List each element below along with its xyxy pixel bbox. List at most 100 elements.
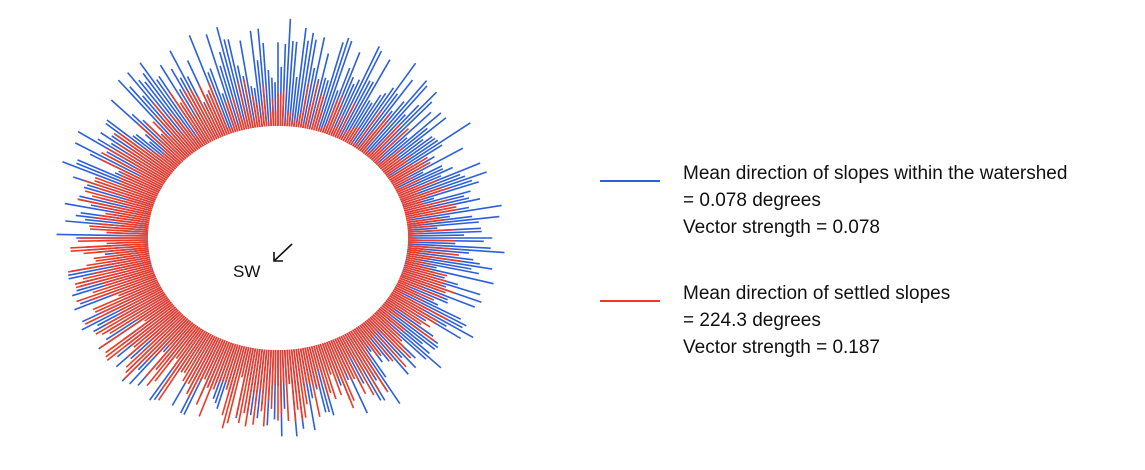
rose-spoke bbox=[196, 94, 220, 139]
rose-spoke bbox=[126, 152, 169, 180]
rose-spoke bbox=[405, 208, 458, 220]
rose-spoke bbox=[145, 122, 186, 161]
rose-spoke bbox=[394, 186, 400, 190]
rose-spoke bbox=[237, 82, 250, 130]
rose-spoke bbox=[284, 18, 292, 127]
rose-spoke bbox=[159, 140, 184, 163]
rose-spoke bbox=[135, 298, 170, 321]
rose-spoke bbox=[90, 275, 157, 301]
rose-spoke bbox=[338, 135, 342, 140]
rose-spoke bbox=[407, 243, 491, 249]
rose-spoke bbox=[206, 94, 226, 137]
rose-spoke bbox=[188, 337, 220, 398]
rose-spoke bbox=[237, 347, 254, 424]
rose-spoke bbox=[180, 97, 210, 144]
rose-spoke bbox=[369, 130, 398, 160]
rose-spoke bbox=[101, 151, 164, 187]
rose-spoke bbox=[366, 149, 373, 157]
rose-spoke bbox=[252, 348, 261, 394]
rose-spoke bbox=[187, 128, 203, 148]
rose-spoke bbox=[406, 217, 439, 224]
rose-spoke bbox=[246, 109, 252, 129]
rose-spoke bbox=[184, 334, 214, 385]
rose-spoke bbox=[93, 260, 151, 275]
rose-spoke bbox=[315, 111, 323, 132]
sw-arrow-head bbox=[273, 252, 283, 262]
rose-spoke bbox=[375, 310, 391, 325]
rose-spoke bbox=[404, 205, 434, 214]
rose-spoke bbox=[290, 122, 293, 127]
rose-spoke bbox=[95, 217, 150, 226]
rose-spoke bbox=[157, 330, 206, 401]
rose-spoke bbox=[401, 271, 444, 288]
rose-spoke bbox=[407, 247, 427, 251]
rose-spoke bbox=[342, 334, 365, 372]
rose-spoke bbox=[106, 147, 166, 183]
rose-spoke bbox=[403, 199, 447, 212]
rose-spoke bbox=[204, 103, 222, 138]
rose-spoke bbox=[109, 277, 157, 297]
rose-spoke bbox=[308, 53, 330, 130]
rose-spoke bbox=[125, 313, 184, 368]
rose-spoke bbox=[74, 264, 153, 285]
rose-spoke bbox=[144, 321, 194, 378]
rose-spoke bbox=[125, 198, 154, 208]
rose-spoke bbox=[271, 98, 275, 127]
rose-spoke bbox=[203, 339, 224, 380]
rose-spoke bbox=[405, 203, 454, 216]
rose-spoke bbox=[360, 121, 388, 153]
rose-spoke bbox=[332, 115, 344, 137]
rose-spoke bbox=[267, 349, 272, 401]
rose-spoke bbox=[118, 222, 149, 228]
rose-spoke bbox=[399, 275, 446, 294]
rose-spoke bbox=[230, 126, 235, 134]
rose-spoke bbox=[219, 65, 241, 132]
rose-spoke bbox=[181, 331, 208, 372]
rose-spoke bbox=[317, 344, 337, 400]
rose-spoke bbox=[407, 239, 455, 242]
rose-spoke bbox=[406, 218, 446, 226]
rose-spoke bbox=[152, 102, 196, 153]
rose-spoke bbox=[405, 206, 457, 218]
rose-spoke bbox=[237, 123, 241, 132]
rose-spoke bbox=[209, 68, 235, 134]
settled-slopes-series bbox=[68, 78, 463, 429]
rose-spoke bbox=[406, 254, 431, 261]
rose-spoke bbox=[395, 178, 421, 192]
rose-spoke bbox=[308, 346, 321, 387]
rose-spoke bbox=[239, 40, 257, 128]
rose-spoke bbox=[259, 349, 266, 390]
rose-spoke bbox=[325, 341, 355, 409]
rose-spoke bbox=[104, 291, 165, 326]
rose-spoke bbox=[187, 335, 216, 385]
rose-spoke bbox=[390, 162, 424, 183]
rose-spoke bbox=[386, 122, 471, 178]
rose-spoke bbox=[319, 343, 332, 375]
rose-spoke bbox=[397, 184, 420, 195]
rose-spoke bbox=[182, 89, 214, 142]
rose-spoke bbox=[243, 348, 257, 414]
rose-spoke bbox=[310, 94, 322, 131]
rose-spoke bbox=[226, 346, 248, 424]
rose-spoke bbox=[342, 59, 391, 142]
rose-spoke bbox=[70, 245, 149, 252]
rose-spoke bbox=[399, 192, 419, 201]
rose-spoke bbox=[120, 171, 161, 192]
rose-spoke bbox=[281, 349, 285, 383]
rose-spoke bbox=[402, 197, 427, 207]
rose-spoke bbox=[399, 277, 423, 288]
rose-spoke bbox=[109, 296, 169, 335]
rose-spoke bbox=[330, 127, 336, 137]
rose-spoke bbox=[221, 345, 246, 429]
rose-spoke bbox=[94, 282, 160, 313]
rose-spoke bbox=[340, 81, 374, 141]
rose-spoke bbox=[235, 347, 252, 417]
rose-spoke bbox=[221, 345, 243, 416]
rose-spoke bbox=[97, 205, 151, 218]
rose-spoke bbox=[306, 346, 318, 388]
legend-text-settled: Mean direction of settled slopes = 224.3… bbox=[683, 280, 950, 361]
rose-spoke bbox=[359, 324, 372, 340]
rose-spoke bbox=[403, 266, 434, 276]
rose-spoke bbox=[366, 319, 378, 332]
